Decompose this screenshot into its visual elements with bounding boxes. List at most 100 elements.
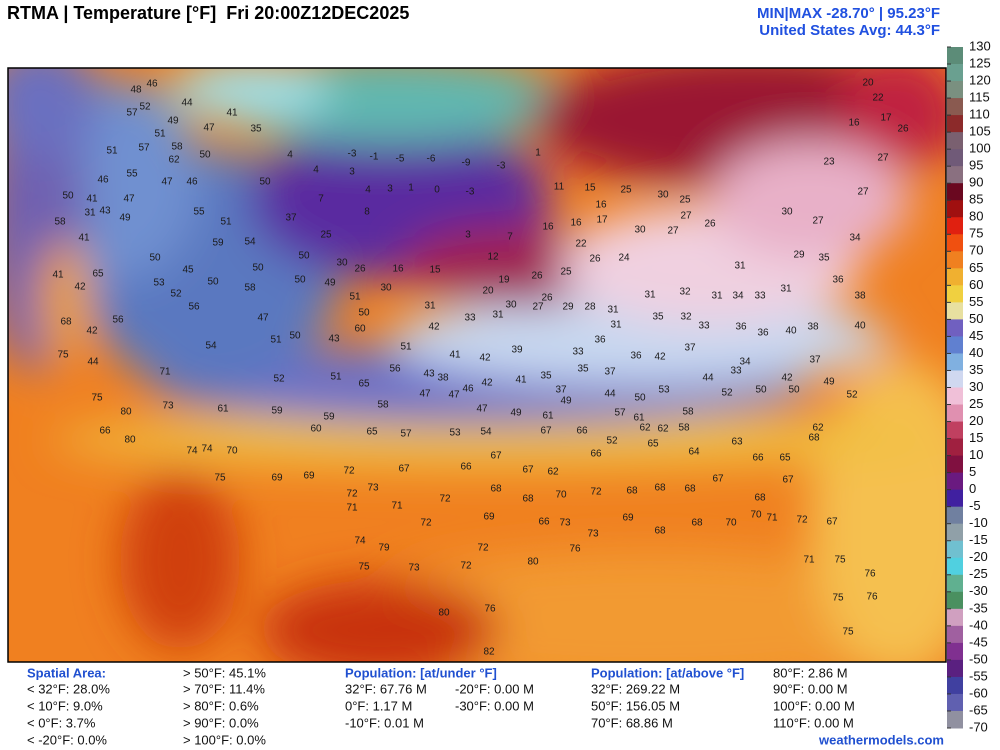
station-temp: 60: [354, 324, 366, 335]
station-temp: 3: [387, 184, 393, 195]
station-temp: 40: [854, 321, 866, 332]
station-temp: 46: [97, 175, 109, 186]
station-temp: 65: [779, 453, 791, 464]
station-temp: 34: [732, 291, 744, 302]
station-temp: 50: [298, 251, 310, 262]
station-temp: 44: [604, 389, 616, 400]
station-temp: 33: [698, 321, 710, 332]
colorbar-label: -15: [969, 532, 988, 547]
population-above-item: 32°F: 269.22 M: [591, 681, 680, 696]
station-temp: 42: [781, 373, 793, 384]
station-temp: 66: [99, 426, 111, 437]
station-temp: 26: [589, 254, 601, 265]
station-temp: 3: [465, 230, 471, 241]
colorbar-segment: [947, 47, 963, 65]
station-temp: 46: [146, 79, 158, 90]
station-temp: 4: [313, 165, 319, 176]
station-temp: 47: [419, 389, 431, 400]
colorbar-label: 35: [969, 362, 983, 377]
station-temp: 30: [781, 207, 793, 218]
station-temp: 15: [429, 265, 441, 276]
station-temp: 42: [86, 326, 98, 337]
station-temp: 80: [124, 435, 136, 446]
station-temp: 69: [271, 473, 283, 484]
colorbar-segment: [947, 268, 963, 286]
station-temp: 72: [796, 515, 808, 526]
station-temp: 61: [542, 411, 554, 422]
station-temp: 32: [680, 312, 692, 323]
station-temp: 54: [480, 427, 492, 438]
station-temp: 26: [354, 264, 366, 275]
station-temp: 68: [654, 483, 666, 494]
average: United States Avg: 44.3°F: [759, 22, 940, 39]
station-temp: 50: [252, 263, 264, 274]
station-temp: 27: [812, 216, 824, 227]
station-temp: 57: [400, 429, 412, 440]
station-temp: 52: [606, 436, 618, 447]
station-temp: 65: [366, 427, 378, 438]
colorbar-segment: [947, 523, 963, 542]
station-temp: 68: [684, 484, 696, 495]
colorbar-segment: [947, 132, 963, 150]
station-temp: 67: [540, 426, 552, 437]
colorbar-label: 20: [969, 413, 983, 428]
station-temp: 67: [826, 517, 838, 528]
population-under-item: -30°F: 0.00 M: [455, 698, 534, 713]
colorbar-segment: [947, 200, 963, 218]
colorbar-label: 95: [969, 158, 983, 173]
station-temp: 31: [610, 320, 622, 331]
station-temp: 50: [755, 385, 767, 396]
station-temp: 36: [757, 328, 769, 339]
colorbar-label: 55: [969, 294, 983, 309]
station-temp: 70: [725, 518, 737, 529]
colorbar-segment: [947, 217, 963, 235]
colorbar-segment: [947, 506, 963, 525]
station-temp: 33: [754, 291, 766, 302]
station-temp: 27: [680, 211, 692, 222]
station-temp: 56: [188, 302, 200, 313]
station-temp: 64: [688, 447, 700, 458]
station-temp: 36: [594, 335, 606, 346]
colorbar-segment: [947, 404, 963, 423]
station-temp: 20: [862, 78, 874, 89]
station-temp: -1: [370, 152, 379, 163]
colorbar-segment: [947, 234, 963, 252]
station-temp: 80: [438, 608, 450, 619]
colorbar-label: 90: [969, 175, 983, 190]
station-temp: 70: [226, 446, 238, 457]
station-temp: 34: [739, 357, 751, 368]
station-temp: 55: [126, 169, 138, 180]
population-above-title: Population: [at/above °F]: [591, 665, 744, 680]
station-temp: 55: [193, 207, 205, 218]
population-above-item: 110°F: 0.00 M: [773, 715, 854, 730]
station-temp: 43: [423, 369, 435, 380]
station-temp: 47: [448, 390, 460, 401]
colorbar-label: -5: [969, 498, 981, 513]
station-temp: 37: [604, 367, 616, 378]
station-temp: 62: [547, 467, 559, 478]
station-temp: 41: [226, 108, 238, 119]
station-temp: 50: [294, 275, 306, 286]
station-temp: 31: [607, 305, 619, 316]
station-temp: 73: [559, 518, 571, 529]
colorbar-segment: [947, 149, 963, 167]
station-temp: 35: [652, 312, 664, 323]
population-under-item: -20°F: 0.00 M: [455, 681, 534, 696]
station-temp: 47: [203, 123, 215, 134]
station-temp: 44: [181, 98, 193, 109]
station-temp: 66: [576, 426, 588, 437]
colorbar-label: 75: [969, 226, 983, 241]
station-temp: 54: [244, 237, 256, 248]
colorbar-label: 105: [969, 124, 991, 139]
colorbar-segment: [947, 438, 963, 457]
station-temp: 57: [126, 108, 138, 119]
station-temp: 17: [596, 215, 608, 226]
station-temp: 15: [584, 183, 596, 194]
station-temp: 35: [250, 124, 262, 135]
station-temp: 49: [823, 377, 835, 388]
station-temp: 68: [490, 484, 502, 495]
station-temp: 76: [866, 592, 878, 603]
colorbar-label: 45: [969, 328, 983, 343]
station-temp: 80: [527, 557, 539, 568]
colorbar-segment: [947, 421, 963, 440]
